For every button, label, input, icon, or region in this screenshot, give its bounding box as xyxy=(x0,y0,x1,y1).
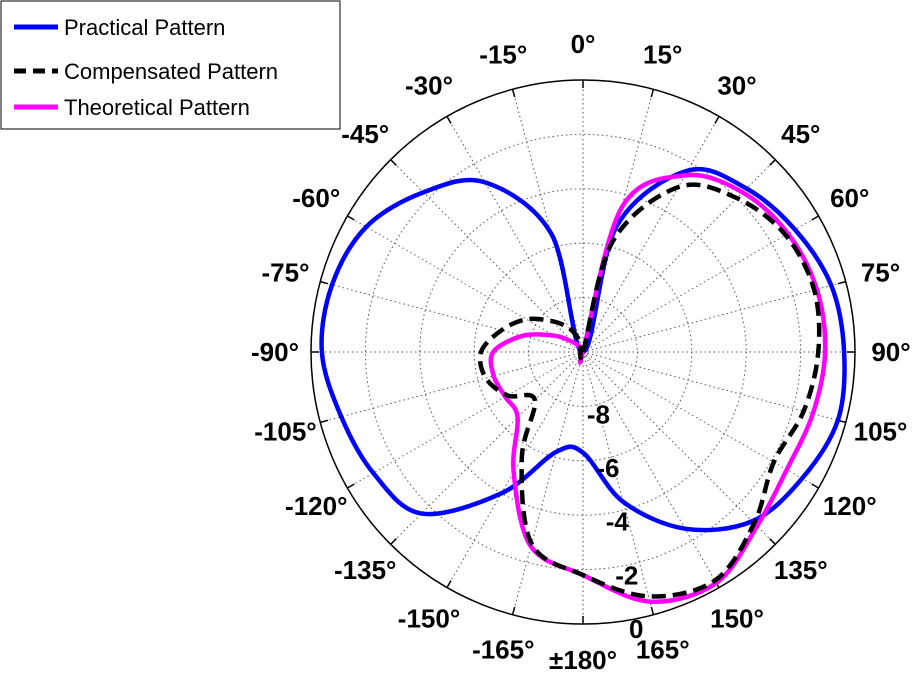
angle-tick-mark xyxy=(650,89,655,98)
grid-spoke xyxy=(582,351,846,423)
angle-tick-label: 60° xyxy=(830,183,869,213)
radial-tick-label: 0 xyxy=(629,614,643,644)
angle-tick-label: -60° xyxy=(292,183,340,213)
grid-spoke xyxy=(347,351,584,489)
grid-circle xyxy=(364,133,802,571)
angle-tick-mark xyxy=(446,580,452,588)
angle-tick-label: 90° xyxy=(871,337,910,367)
grid-spoke xyxy=(582,159,776,353)
angle-tick-label: -30° xyxy=(405,70,453,100)
grid-spoke xyxy=(320,351,584,423)
series-line-theoretical-pattern xyxy=(488,172,828,604)
angle-tick-mark xyxy=(320,280,329,285)
legend: Practical Pattern Compensated Pattern Th… xyxy=(0,0,341,130)
angle-tick-mark xyxy=(446,116,452,124)
grid-spoke xyxy=(446,116,584,353)
angle-tick-mark xyxy=(347,215,355,221)
series-layer xyxy=(319,166,847,604)
angle-tick-label: -135° xyxy=(334,555,396,585)
grid-spoke xyxy=(582,281,846,353)
grid-spoke xyxy=(582,215,819,353)
angle-tick-label: 45° xyxy=(781,119,820,149)
angle-tick-label: 105° xyxy=(854,417,908,447)
series-line-practical-pattern xyxy=(319,166,847,533)
angle-tick-label: 30° xyxy=(717,70,756,100)
angle-tick-label: -165° xyxy=(472,635,534,665)
angle-tick-mark xyxy=(511,89,516,98)
angle-tick-label: -90° xyxy=(251,337,299,367)
grid-spoke xyxy=(582,351,654,615)
angle-tick-mark xyxy=(811,483,819,489)
angle-tick-mark xyxy=(769,159,776,166)
angle-tick-label: 150° xyxy=(710,604,764,634)
angle-tick-label: -105° xyxy=(254,417,316,447)
angle-tick-label: 135° xyxy=(774,555,828,585)
angle-tick-mark xyxy=(320,419,329,424)
grid-spoke xyxy=(512,351,584,615)
grid-spoke xyxy=(582,351,776,545)
angle-tick-mark xyxy=(390,538,397,545)
grid-spoke xyxy=(582,116,720,353)
grid-spoke xyxy=(582,351,819,489)
radial-tick-label: -4 xyxy=(606,507,630,537)
legend-label-theoretical: Theoretical Pattern xyxy=(64,95,250,120)
radial-tick-labels: -8 -6 -4 -2 0 xyxy=(587,400,644,644)
angle-tick-mark xyxy=(837,280,846,285)
angle-tick-label: 75° xyxy=(861,257,900,287)
angle-tick-mark xyxy=(347,483,355,489)
angle-tick-mark xyxy=(769,538,776,545)
angle-tick-label: 120° xyxy=(823,491,877,521)
radial-tick-label: -2 xyxy=(615,560,638,590)
angle-tick-mark xyxy=(390,159,397,166)
legend-label-practical: Practical Pattern xyxy=(64,15,225,40)
angle-tick-label: -120° xyxy=(285,491,347,521)
angle-tick-mark xyxy=(650,606,655,615)
grid-spoke xyxy=(347,215,584,353)
legend-label-compensated: Compensated Pattern xyxy=(64,59,278,84)
series-line-compensated-pattern xyxy=(477,182,822,599)
grid-spoke xyxy=(390,351,584,545)
angle-tick-mark xyxy=(714,116,720,124)
angle-tick-label: -45° xyxy=(341,119,389,149)
angle-tick-label: 0° xyxy=(571,29,596,59)
radial-tick-label: -8 xyxy=(587,400,610,430)
angle-tick-label: -150° xyxy=(398,604,460,634)
angle-tick-labels: 0° 15° 30° 45° 60° 75° 90° 105° 120° 135° 150° 165°… xyxy=(251,29,911,675)
angle-tick-label: 15° xyxy=(643,39,682,69)
radial-tick-label: -6 xyxy=(596,453,619,483)
angle-tick-label: ±180° xyxy=(549,645,617,675)
grid-spoke xyxy=(320,281,584,353)
grid-spoke xyxy=(582,351,720,588)
angle-tick-label: 165° xyxy=(636,635,690,665)
angle-tick-mark xyxy=(511,606,516,615)
angle-tick-mark xyxy=(811,215,819,221)
angle-tick-label: -15° xyxy=(479,39,527,69)
angle-tick-label: -75° xyxy=(262,257,310,287)
